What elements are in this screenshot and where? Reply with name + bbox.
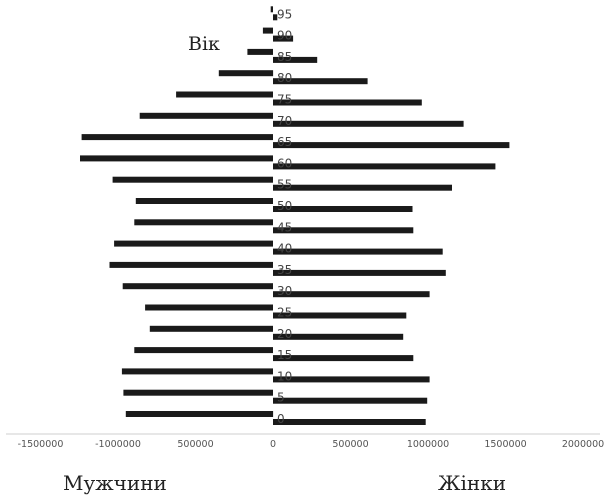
female-bar-age-10 [273,376,430,383]
age-label-15: 15 [277,348,292,362]
female-bar-age-65 [273,142,510,149]
age-label-60: 60 [277,156,292,170]
male-bar-age-35 [109,261,273,268]
x-tick-label: 500000 [332,439,368,450]
female-bar-age-25 [273,312,407,319]
age-label-0: 0 [277,412,285,426]
age-labels-group: 0 5 10 15 20 25 30 35 40 45 50 55 60 65 70 75 80 85 90 95 [277,7,292,426]
age-label-20: 20 [277,327,292,341]
left-side-label: Мужчини [63,471,167,495]
female-bar-age-60 [273,163,496,170]
age-label-50: 50 [277,199,292,213]
male-bar-age-65 [81,134,273,141]
x-tick-label: -1000000 [95,439,141,450]
female-bar-age-95 [273,14,278,21]
female-bar-age-90 [273,35,294,42]
x-tick-label: 2000000 [562,439,604,450]
right-side-label: Жінки [438,471,506,495]
female-bar-age-20 [273,333,404,340]
male-bar-age-80 [218,70,274,77]
age-label-95: 95 [277,7,292,21]
age-label-90: 90 [277,29,292,43]
male-bar-age-40 [114,240,273,247]
female-bar-age-45 [273,227,414,234]
female-bar-age-70 [273,120,464,127]
female-bar-age-80 [273,78,368,85]
age-label-10: 10 [277,369,292,383]
age-label-25: 25 [277,306,292,320]
age-label-80: 80 [277,71,292,85]
age-label-65: 65 [277,135,292,149]
age-label-75: 75 [277,93,292,107]
male-bar-age-25 [145,304,273,311]
x-tick-label: 0 [270,439,276,450]
male-bar-age-45 [134,219,273,226]
age-label-30: 30 [277,284,292,298]
female-bar-age-0 [273,419,426,425]
male-bar-age-70 [139,112,273,119]
x-tick-label: 1500000 [484,439,526,450]
age-label-70: 70 [277,114,292,128]
x-ticks-group: -1500000 -1000000 500000 0 500000 1000000 1500… [18,439,605,450]
male-bar-age-55 [112,176,273,183]
female-bar-age-5 [273,397,428,404]
y-axis-label: Вік [188,33,220,55]
male-bar-age-90 [262,27,273,34]
age-label-35: 35 [277,263,292,277]
female-bar-age-30 [273,291,430,298]
bars-group [80,6,510,425]
female-bar-age-15 [273,355,414,362]
male-bar-age-20 [149,325,273,332]
x-tick-label: -1500000 [18,439,64,450]
female-bar-age-40 [273,248,443,255]
female-bar-age-85 [273,56,318,63]
male-bar-age-95 [270,6,273,13]
x-tick-label: 1000000 [407,439,449,450]
male-bar-age-75 [176,91,273,98]
female-bar-age-50 [273,206,413,212]
age-label-5: 5 [277,391,285,405]
male-bar-age-5 [123,389,274,396]
age-label-45: 45 [277,220,292,234]
age-label-85: 85 [277,50,292,64]
female-bar-age-75 [273,99,422,106]
male-bar-age-0 [125,411,274,417]
female-bar-age-35 [273,269,446,276]
age-label-40: 40 [277,242,292,256]
male-bar-age-60 [80,155,273,162]
male-bar-age-85 [247,48,273,55]
male-bar-age-50 [135,198,273,204]
female-bar-age-55 [273,184,452,191]
male-bar-age-15 [134,347,273,354]
male-bar-age-10 [121,368,274,375]
male-bar-age-30 [122,283,273,290]
age-label-55: 55 [277,178,292,192]
x-tick-label: 500000 [177,439,213,450]
